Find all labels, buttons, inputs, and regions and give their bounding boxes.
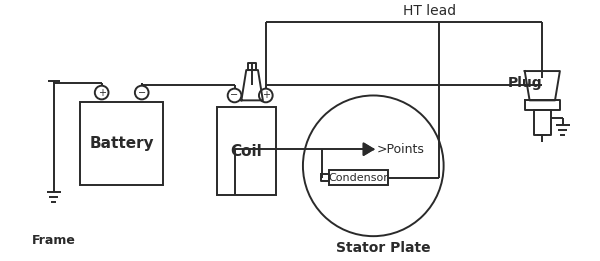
Text: >Points: >Points xyxy=(376,143,424,156)
Text: +: + xyxy=(262,91,270,100)
Text: HT lead: HT lead xyxy=(403,4,457,18)
Text: −: − xyxy=(230,91,239,100)
Text: Coil: Coil xyxy=(230,144,262,159)
Polygon shape xyxy=(364,143,373,155)
Bar xyxy=(80,102,163,185)
Text: Condensor: Condensor xyxy=(329,173,389,182)
Text: Plug: Plug xyxy=(508,76,543,90)
Text: Frame: Frame xyxy=(32,234,76,247)
Bar xyxy=(329,170,388,185)
Text: Battery: Battery xyxy=(89,136,154,151)
Text: Stator Plate: Stator Plate xyxy=(336,241,430,255)
Text: −: − xyxy=(137,87,146,98)
Text: +: + xyxy=(98,87,106,98)
Bar xyxy=(217,107,275,195)
